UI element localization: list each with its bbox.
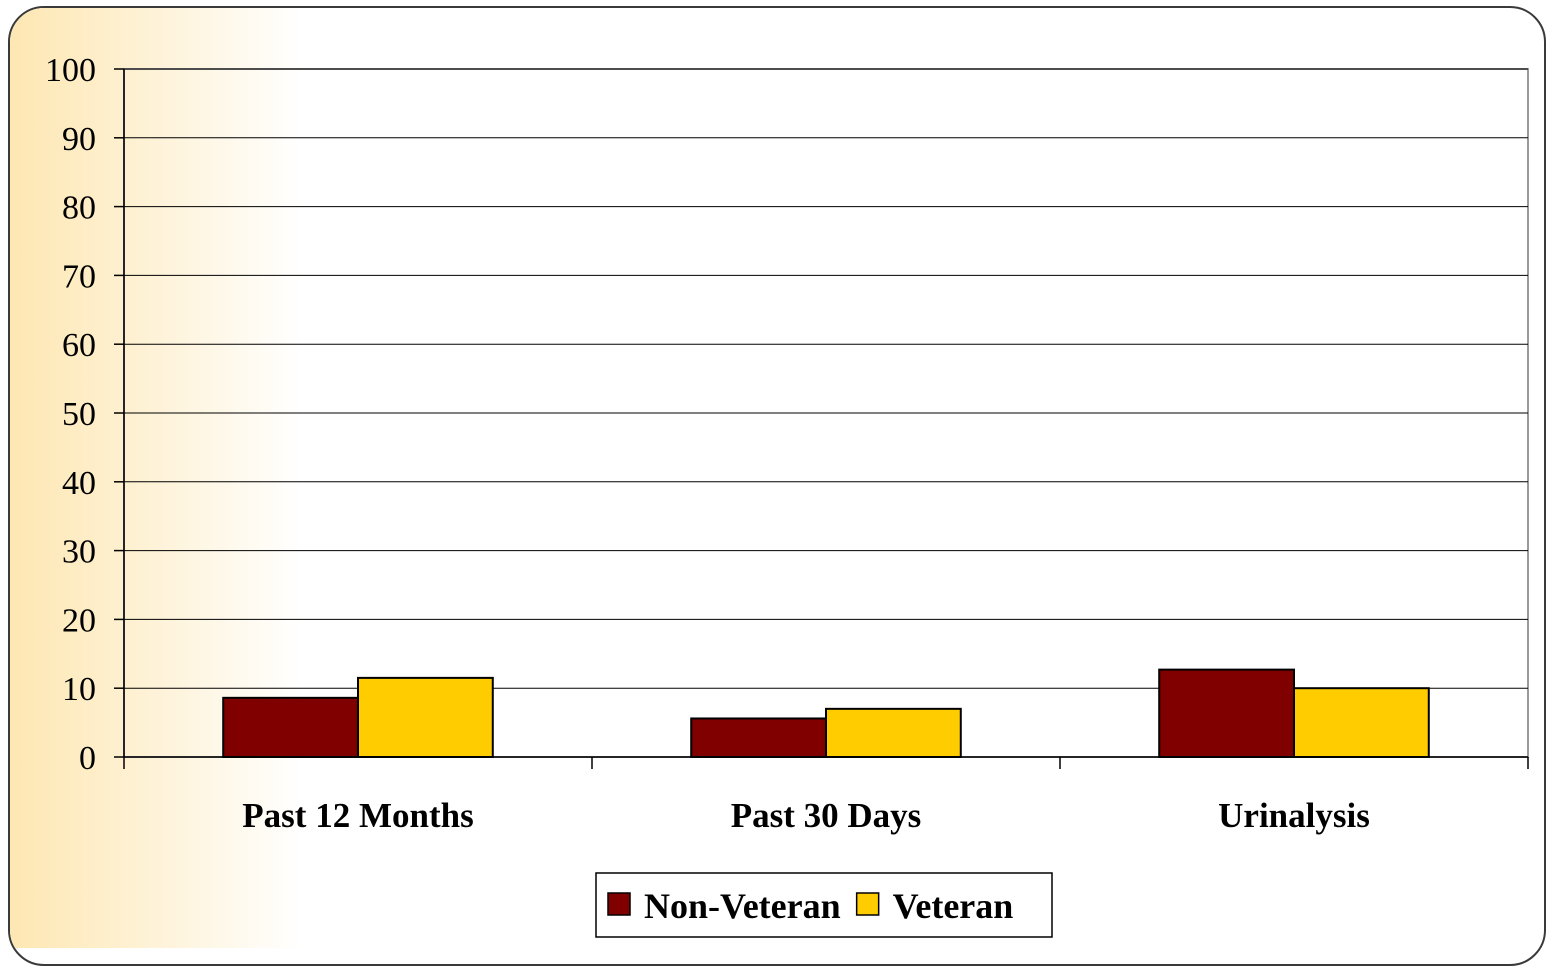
y-tick-label-0: 0 [79,740,96,777]
y-tick-label-10: 10 [62,671,96,708]
legend: Non-Veteran Veteran [596,873,1052,937]
y-tick-label-70: 70 [62,258,96,295]
bar-non-veteran-1 [691,718,826,757]
y-tick-label-20: 20 [62,602,96,639]
y-tick-label-90: 90 [62,121,96,158]
bar-veteran-0 [358,678,493,757]
legend-label-0: Non-Veteran [644,886,841,926]
bar-veteran-2 [1294,688,1429,757]
bar-non-veteran-2 [1159,670,1294,757]
category-label-1: Past 30 Days [731,796,922,835]
axes [114,69,1528,769]
y-tick-label-40: 40 [62,465,96,502]
bar-veteran-1 [826,709,961,757]
y-tick-label-30: 30 [62,534,96,571]
category-label-0: Past 12 Months [242,796,473,835]
bar-non-veteran-0 [223,698,358,757]
legend-label-1: Veteran [893,886,1014,926]
y-tick-label-80: 80 [62,190,96,227]
category-label-2: Urinalysis [1218,796,1370,835]
chart-frame: 0 10 20 30 40 50 60 70 80 90 100 Past 12 Months Past… [8,6,1546,966]
bar-chart: 0 10 20 30 40 50 60 70 80 90 100 Past 12 Months Past… [10,8,1546,948]
bars [223,670,1429,757]
y-tick-label-100: 100 [45,52,96,89]
y-tick-label-60: 60 [62,327,96,364]
legend-swatch-1 [857,893,879,915]
legend-swatch-0 [608,893,630,915]
gridlines [124,69,1528,757]
y-tick-label-50: 50 [62,396,96,433]
